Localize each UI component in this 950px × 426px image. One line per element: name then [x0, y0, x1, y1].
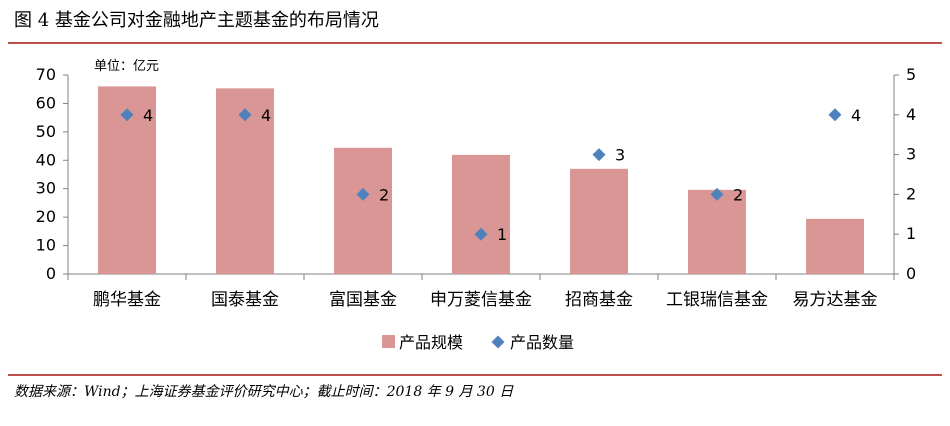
figure-title: 图 4 基金公司对金融地产主题基金的布局情况 [14, 10, 379, 31]
y-left-tick-label: 20 [36, 207, 56, 226]
y-right-tick-label: 0 [906, 264, 916, 283]
x-category-label: 招商基金 [565, 290, 633, 310]
x-category-label: 国泰基金 [211, 290, 279, 310]
y-left-tick-label: 10 [36, 236, 56, 255]
unit-label: 单位：亿元 [94, 59, 159, 74]
point-product-count [474, 227, 488, 241]
legend-swatch-bar [382, 335, 395, 348]
bar-product-scale [334, 147, 392, 274]
point-data-label: 2 [733, 185, 743, 204]
x-category-label: 富国基金 [329, 290, 397, 310]
y-left-tick-label: 40 [36, 150, 56, 169]
point-data-label: 4 [851, 106, 861, 125]
bar-product-scale [452, 154, 510, 274]
point-product-count [120, 108, 134, 122]
point-product-count [238, 108, 252, 122]
y-left-tick-label: 50 [36, 122, 56, 141]
legend-marker-point [491, 335, 505, 349]
y-left-tick-label: 30 [36, 179, 56, 198]
y-right-tick-label: 3 [906, 145, 916, 164]
legend-label-point: 产品数量 [510, 333, 574, 352]
x-category-label: 申万菱信基金 [430, 290, 532, 310]
x-category-label: 工银瑞信基金 [666, 290, 768, 310]
y-right-tick-label: 1 [906, 224, 916, 243]
y-right-tick-label: 4 [906, 105, 916, 124]
legend-label-bar: 产品规模 [399, 333, 463, 352]
point-data-label: 1 [497, 225, 507, 244]
bar-product-scale [688, 189, 746, 274]
point-product-count [356, 187, 370, 201]
bottom-divider [8, 374, 942, 376]
point-data-label: 2 [379, 185, 389, 204]
point-data-label: 4 [261, 106, 271, 125]
y-left-tick-label: 60 [36, 93, 56, 112]
y-right-tick-label: 5 [906, 65, 916, 84]
point-data-label: 4 [143, 106, 153, 125]
data-source-note: 数据来源：Wind；上海证券基金评价研究中心；截止时间：2018 年 9 月 3… [14, 384, 514, 400]
point-product-count [710, 187, 724, 201]
point-product-count [828, 108, 842, 122]
bar-product-scale [570, 168, 628, 274]
point-data-label: 3 [615, 146, 625, 165]
y-right-tick-label: 2 [906, 184, 916, 203]
point-product-count [592, 148, 606, 162]
x-category-label: 易方达基金 [793, 290, 878, 310]
chart-area: 单位：亿元 0 10 20 30 40 50 60 70 0 1 2 3 4 5 4 4 2 1 3 2 4 鹏华基金 国泰基… [36, 59, 917, 352]
y-left-tick-label: 70 [36, 65, 56, 84]
x-category-label: 鹏华基金 [93, 290, 161, 310]
top-divider [8, 42, 942, 44]
y-left-tick-label: 0 [46, 264, 56, 283]
bar-product-scale [806, 218, 864, 274]
